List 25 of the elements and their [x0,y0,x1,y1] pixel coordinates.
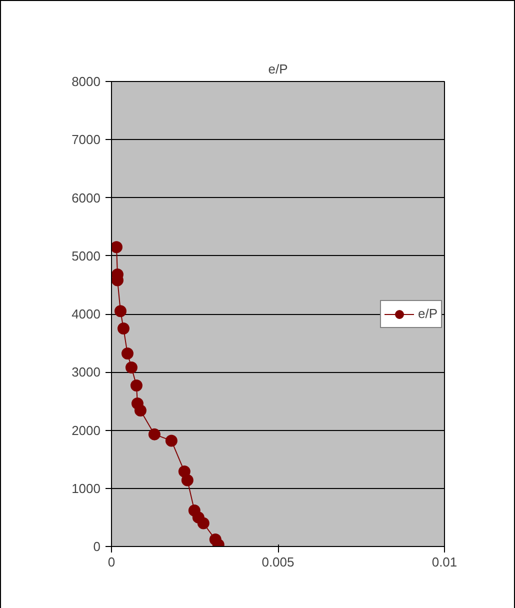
point [112,241,122,254]
point [130,380,142,392]
legend-label: e/P [418,306,438,321]
x-tick-label: 0 [108,554,116,570]
point [165,434,178,447]
x-tick-label: 0.005 [262,554,294,570]
x-tick-label: 0.01 [432,554,458,570]
point [148,428,160,440]
y-tick-label: 1000 [72,480,100,496]
point [197,517,210,530]
point [121,348,134,360]
point [181,474,194,486]
point [125,361,138,374]
chart-title: e/P [268,62,288,76]
y-tick-label: 4000 [72,306,100,322]
point [117,322,130,335]
y-tick-label: 0 [93,539,101,554]
y-tick-label: 6000 [72,190,100,206]
y-tick-label: 8000 [72,74,100,89]
point [114,305,126,318]
y-tick-label: 5000 [72,248,100,264]
y-tick-label: 3000 [72,364,100,380]
point [134,404,146,416]
y-tick-label: 7000 [72,132,100,148]
y-tick-label: 2000 [72,422,100,438]
